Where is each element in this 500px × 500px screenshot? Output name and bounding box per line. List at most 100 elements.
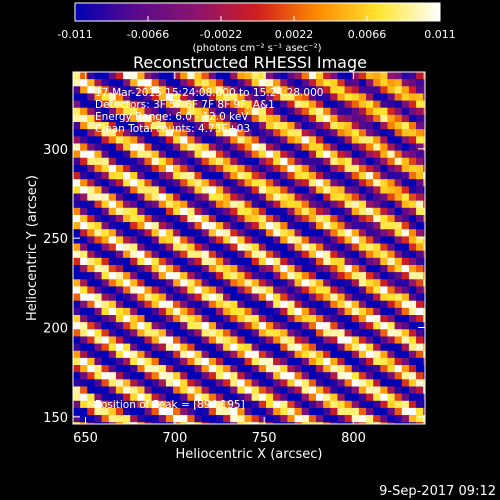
heatmap-cell [237,365,245,373]
heatmap-cell [258,100,267,109]
heatmap-cell [151,179,160,187]
heatmap-cell [230,257,238,266]
heatmap-cell [123,400,131,409]
heatmap-cell [308,157,317,166]
heatmap-cell [380,393,388,402]
heatmap-cell [316,214,324,223]
heatmap-cell [173,415,181,423]
heatmap-cell [80,172,88,180]
heatmap-cell [423,72,425,80]
heatmap-cell [73,136,81,144]
heatmap-cell [101,264,110,273]
heatmap-cell [173,164,181,173]
heatmap-cell [87,143,95,151]
heatmap-cell [187,315,195,323]
heatmap-cell [73,250,81,259]
heatmap-cell [287,329,295,337]
heatmap-cell [201,164,210,173]
heatmap-cell [401,357,410,366]
heatmap-cell [230,186,238,194]
heatmap-cell [187,286,195,294]
heatmap-cell [358,336,367,344]
heatmap-cell [316,393,324,402]
heatmap-cell [301,365,310,373]
heatmap-cell [373,186,381,194]
heatmap-cell [287,229,295,237]
heatmap-cell [287,322,295,330]
heatmap-cell [165,357,174,366]
heatmap-cell [73,207,81,216]
heatmap-cell [165,100,174,109]
heatmap-cell [294,107,303,116]
heatmap-cell [387,229,395,237]
heatmap-cell [337,393,345,402]
heatmap-cell [80,243,88,251]
heatmap-cell [137,372,145,380]
heatmap-cell [408,393,417,402]
heatmap-cell [316,279,324,287]
heatmap-cell [230,422,238,424]
heatmap-cell [108,214,117,223]
heatmap-cell [173,93,181,101]
heatmap-cell [123,179,131,187]
heatmap-cell [408,86,417,94]
heatmap-cell [115,357,124,366]
heatmap-cell [294,243,303,251]
heatmap-cell [280,164,288,173]
heatmap-cell [173,393,181,402]
heatmap-cell [230,365,238,373]
heatmap-cell [265,207,274,216]
heatmap-cell [237,350,245,359]
heatmap-cell [237,400,245,409]
heatmap-cell [187,93,195,101]
heatmap-cell [173,79,181,87]
heatmap-cell [151,379,160,387]
heatmap-cell [387,179,395,187]
heatmap-cell [408,179,417,187]
heatmap-cell [416,300,424,309]
heatmap-cell [344,386,353,394]
heatmap-cell [215,336,224,344]
heatmap-cell [94,307,102,316]
heatmap-cell [115,100,124,109]
heatmap-cell [87,300,95,309]
heatmap-cell [158,322,167,330]
heatmap-cell [308,336,317,344]
heatmap-cell [158,222,167,230]
heatmap-cell [273,107,281,116]
heatmap-cell [144,179,152,187]
heatmap-cell [373,114,381,123]
heatmap-cell [215,315,224,323]
heatmap-cell [287,293,295,302]
heatmap-cell [87,400,95,409]
heatmap-cell [80,286,88,294]
heatmap-cell [80,129,88,137]
heatmap-cell [215,257,224,266]
heatmap-cell [130,164,138,173]
heatmap-cell [80,93,88,101]
heatmap-cell [137,250,145,259]
heatmap-cell [137,393,145,402]
heatmap-cell [373,329,381,337]
heatmap-cell [337,386,345,394]
heatmap-cell [115,272,124,280]
heatmap-cell [251,372,260,380]
heatmap-cell [251,86,260,94]
heatmap-cell [394,179,403,187]
heatmap-cell [280,122,288,130]
heatmap-cell [87,129,95,137]
heatmap-cell [323,279,331,287]
heatmap-cell [337,357,345,366]
heatmap-cell [80,222,88,230]
heatmap-cell [316,379,324,387]
heatmap-cell [130,279,138,287]
heatmap-cell [251,386,260,394]
heatmap-cell [165,143,174,151]
heatmap-cell [237,200,245,209]
heatmap-cell [173,386,181,394]
heatmap-cell [151,293,160,302]
heatmap-cell [173,193,181,201]
heatmap-cell [423,393,425,402]
heatmap-cell [108,236,117,244]
heatmap-cell [173,229,181,237]
